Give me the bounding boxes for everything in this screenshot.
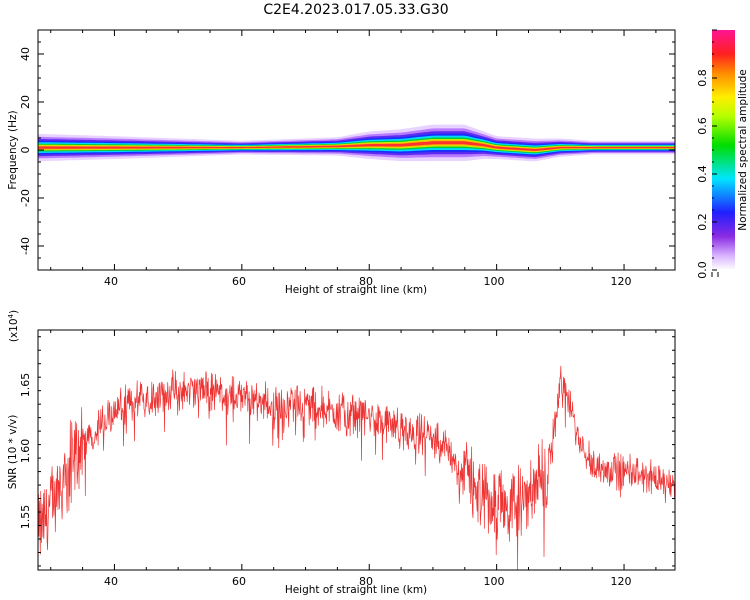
y-tick-label: 20 [19, 95, 32, 109]
x-tick-label: 80 [359, 275, 373, 288]
snr-x-tick-labels: 40 60 80 100 120 [104, 575, 632, 588]
y-tick-label: 40 [19, 47, 32, 61]
x-tick-label: 100 [484, 575, 505, 588]
spectrogram-x-tick-labels: 40 60 80 100 120 [104, 275, 632, 288]
chart-title: C2E4.2023.017.05.33.G30 [263, 2, 448, 18]
y-tick-label: 1.60 [19, 439, 32, 464]
x-tick-label: 40 [104, 275, 118, 288]
colorbar-tick-label: 0.8 [696, 69, 709, 87]
spectrogram-y-tick-labels: 40 20 0 -20 -40 [19, 47, 32, 255]
x-tick-label: 100 [484, 275, 505, 288]
scale-exponent: 4 [7, 313, 15, 318]
y-tick-label: 0 [19, 147, 32, 154]
colorbar-gradient [712, 30, 735, 270]
snr-scale-label: (x104) [7, 310, 20, 342]
x-tick-label: 120 [611, 575, 632, 588]
x-tick-label: 60 [232, 275, 246, 288]
x-tick-label: 60 [232, 575, 246, 588]
snr-frame [37, 329, 676, 571]
y-tick-label: 1.55 [19, 505, 32, 530]
colorbar-tick-label: 0.0 [696, 261, 709, 279]
x-tick-label: 40 [104, 575, 118, 588]
x-tick-label: 80 [359, 575, 373, 588]
y-tick-label: -40 [19, 237, 32, 255]
scale-base: (x10 [8, 318, 20, 342]
colorbar-label: Normalized spectral amplitude [737, 69, 749, 230]
scale-close: ) [8, 310, 20, 314]
snr-line [38, 365, 675, 570]
colorbar-ticks [711, 29, 719, 277]
spectrogram-panel: 40 60 80 100 120 40 20 0 -20 -40 Height … [7, 29, 676, 296]
y-tick-label: 1.65 [19, 373, 32, 398]
snr-series [38, 365, 675, 570]
snr-y-tick-labels: 1.65 1.60 1.55 [19, 373, 32, 530]
colorbar-tick-label: 0.4 [696, 165, 709, 183]
spectrogram-y-axis-label: Frequency (Hz) [7, 110, 19, 189]
colorbar-tick-label: 0.2 [696, 213, 709, 231]
snr-y-axis-label: SNR (10 * v/v) [7, 415, 19, 490]
colorbar-tick-label: 0.6 [696, 117, 709, 135]
y-tick-label: -20 [19, 189, 32, 207]
snr-ticks [38, 330, 675, 570]
spectrogram-ticks [38, 29, 675, 271]
spectrogram-x-axis-label: Height of straight line (km) [285, 284, 427, 296]
ridge-contour [38, 141, 675, 151]
spectral-ridge [38, 124, 675, 162]
x-tick-label: 120 [611, 275, 632, 288]
colorbar: 0.0 0.2 0.4 0.6 0.8 Normalized spectral … [696, 29, 749, 279]
snr-x-axis-label: Height of straight line (km) [285, 584, 427, 596]
snr-panel: 40 60 80 100 120 1.65 1.60 1.55 Height o… [7, 310, 676, 596]
